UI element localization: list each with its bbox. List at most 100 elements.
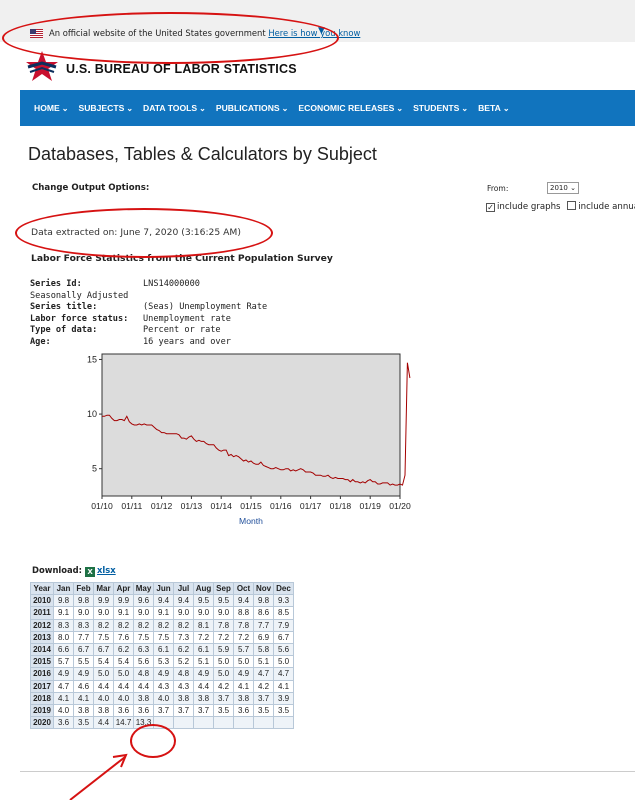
table-cell: 5.8 — [253, 642, 274, 657]
table-row: 2020 3.6 3.5 4.4 14.7 13.3 — [30, 716, 294, 730]
table-row: 2013 8.0 7.7 7.5 7.6 7.5 7.5 7.3 7.2 7.2 7.2 6.9 6.7 — [30, 630, 294, 644]
table-cell: 4.6 — [73, 679, 94, 693]
excel-icon[interactable]: X — [85, 567, 96, 577]
include-graphs-checkbox[interactable]: ✓ — [486, 203, 495, 212]
table-cell: 3.8 — [93, 703, 114, 718]
table-cell: 5.0 — [213, 667, 234, 681]
table-cell: 6.1 — [153, 642, 174, 657]
table-cell: 6.9 — [253, 630, 274, 644]
data-table: Year Jan Feb Mar Apr May Jun Jul Aug Sep Oct Nov Dec… — [30, 581, 294, 730]
table-cell: 4.8 — [133, 667, 154, 681]
table-cell: 14.7 — [113, 716, 134, 730]
x-tick-label: 01/16 — [270, 501, 292, 511]
table-cell: 7.8 — [233, 618, 254, 632]
table-cell: 6.7 — [93, 642, 114, 657]
table-cell: 5.1 — [253, 655, 274, 669]
table-cell: 7.2 — [233, 630, 254, 644]
table-cell: 8.3 — [73, 618, 94, 632]
chevron-down-icon[interactable]: ▼ — [318, 26, 325, 36]
table-cell: 6.3 — [133, 642, 154, 657]
include-annual-checkbox[interactable] — [567, 201, 577, 210]
nav-data-tools[interactable]: DATA TOOLS ⌄ — [143, 103, 206, 113]
column-header: Jun — [153, 581, 174, 596]
table-cell: 3.7 — [193, 703, 214, 718]
from-year-select[interactable]: 2010 ⌄ — [547, 182, 579, 194]
table-row: 2012 8.3 8.3 8.2 8.2 8.2 8.2 8.2 8.1 7.8 7.8 7.7 7.9 — [30, 618, 294, 632]
x-tick-label: 01/13 — [181, 501, 203, 511]
table-cell: 6.7 — [73, 642, 94, 657]
table-cell: 4.9 — [73, 667, 94, 681]
nav-beta[interactable]: BETA ⌄ — [478, 103, 510, 113]
table-cell: 4.1 — [273, 679, 294, 693]
y-tick-label: 5 — [92, 464, 97, 474]
table-cell: 5.2 — [173, 655, 194, 669]
column-header: Nov — [253, 581, 274, 596]
table-cell: 4.2 — [213, 679, 234, 693]
table-cell: 9.9 — [113, 594, 134, 608]
table-cell: 3.6 — [133, 703, 154, 718]
column-header: May — [133, 581, 154, 596]
xlsx-download-link[interactable]: xlsx — [97, 565, 116, 575]
nav-home[interactable]: HOME ⌄ — [34, 103, 69, 113]
column-header: Aug — [193, 581, 214, 596]
data-extracted-date: Data extracted on: June 7, 2020 (3:16:25… — [31, 227, 241, 238]
column-header: Jan — [53, 581, 74, 596]
x-tick-label: 01/17 — [300, 501, 322, 511]
table-cell: 4.9 — [193, 667, 214, 681]
table-row: 2014 6.6 6.7 6.7 6.2 6.3 6.1 6.2 6.1 5.9 5.7 5.8 5.6 — [30, 642, 294, 657]
chevron-down-icon: ⌄ — [396, 104, 404, 113]
table-cell: 7.6 — [113, 630, 134, 644]
table-cell: 8.2 — [113, 618, 134, 632]
table-cell: 3.7 — [153, 703, 174, 718]
table-cell: 5.7 — [233, 642, 254, 657]
bls-logo-icon[interactable] — [24, 49, 60, 85]
table-cell: 4.9 — [153, 667, 174, 681]
table-cell: 8.5 — [273, 606, 294, 620]
table-cell: 9.4 — [153, 594, 174, 608]
table-cell — [173, 716, 194, 730]
divider — [20, 771, 635, 772]
column-header: Year — [30, 581, 54, 596]
table-cell — [153, 716, 174, 730]
column-header: Oct — [233, 581, 254, 596]
table-cell: 7.9 — [273, 618, 294, 632]
column-header: Feb — [73, 581, 94, 596]
table-cell: 7.3 — [173, 630, 194, 644]
gov-banner-label: An official website of the United States… — [49, 28, 266, 38]
table-cell: 4.1 — [233, 679, 254, 693]
row-year: 2015 — [30, 655, 54, 669]
row-year: 2018 — [30, 691, 54, 705]
table-cell: 9.5 — [213, 594, 234, 608]
table-cell: 4.7 — [53, 679, 74, 693]
row-year: 2011 — [30, 606, 54, 620]
table-cell: 5.7 — [53, 655, 74, 669]
unemployment-chart: 5 10 15 01/10 01/11 01/12 01/13 01/14 01/15 01/16… — [87, 353, 411, 526]
table-cell: 8.0 — [53, 630, 74, 644]
nav-economic-releases[interactable]: ECONOMIC RELEASES ⌄ — [298, 103, 404, 113]
bls-logo-text[interactable]: U.S. BUREAU OF LABOR STATISTICS — [66, 62, 297, 76]
table-cell: 4.0 — [53, 703, 74, 718]
x-tick-label: 01/19 — [359, 501, 381, 511]
table-cell: 5.0 — [213, 655, 234, 669]
table-cell: 7.5 — [153, 630, 174, 644]
row-year: 2010 — [30, 594, 54, 608]
table-cell: 5.0 — [233, 655, 254, 669]
x-tick-label: 01/11 — [121, 501, 142, 511]
table-cell: 7.7 — [253, 618, 274, 632]
table-cell: 9.9 — [93, 594, 114, 608]
nav-publications[interactable]: PUBLICATIONS ⌄ — [215, 103, 289, 113]
table-cell: 8.6 — [253, 606, 274, 620]
table-cell: 7.2 — [193, 630, 214, 644]
table-cell: 7.5 — [93, 630, 114, 644]
table-cell: 8.2 — [133, 618, 154, 632]
include-annual-label: include annual a — [578, 202, 635, 212]
table-cell: 9.6 — [133, 594, 154, 608]
nav-students[interactable]: STUDENTS ⌄ — [413, 103, 469, 113]
table-cell: 4.1 — [73, 691, 94, 705]
table-cell: 7.8 — [213, 618, 234, 632]
table-cell: 6.6 — [53, 642, 74, 657]
table-cell: 4.4 — [193, 679, 214, 693]
how-you-know-link[interactable]: Here is how you know — [268, 28, 361, 38]
nav-subjects[interactable]: SUBJECTS ⌄ — [78, 103, 134, 113]
